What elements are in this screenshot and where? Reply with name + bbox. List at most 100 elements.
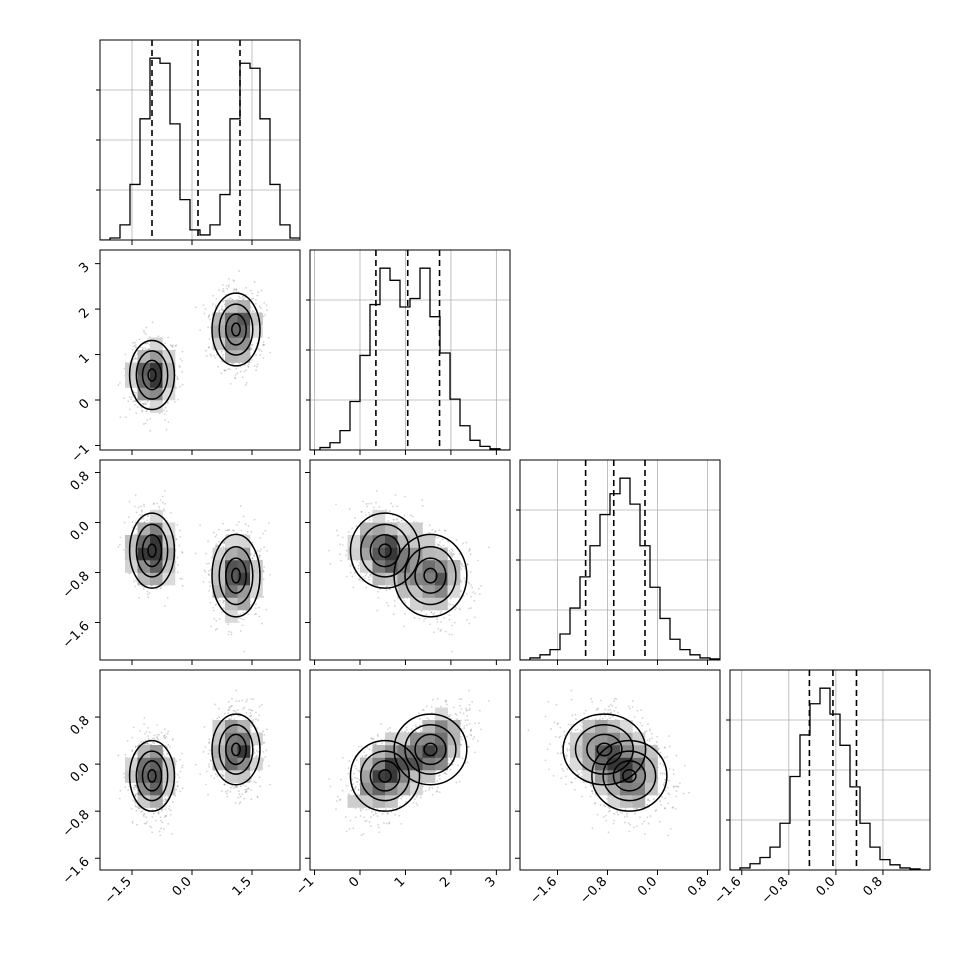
sample-point (258, 606, 260, 609)
sample-point (409, 514, 412, 517)
sample-point (134, 400, 136, 402)
sample-point (440, 545, 442, 548)
sample-point (204, 308, 207, 310)
sample-point (146, 348, 149, 351)
sample-point (400, 519, 403, 522)
sample-point (377, 596, 380, 599)
sample-point (372, 506, 375, 509)
sample-point (250, 530, 253, 533)
sample-point (208, 581, 211, 583)
sample-point (365, 513, 367, 516)
sample-point (230, 631, 233, 634)
sample-point (208, 574, 210, 577)
sample-point (360, 510, 363, 513)
sample-point (357, 567, 360, 570)
sample-point (242, 611, 245, 614)
sample-point (204, 571, 207, 573)
sample-point (238, 295, 240, 298)
sample-point (134, 341, 136, 344)
sample-point (403, 625, 406, 628)
y-tick-label: 3 (76, 260, 92, 276)
histogram-0 (100, 57, 300, 240)
sample-point (262, 357, 265, 360)
sample-point (362, 575, 365, 578)
sample-point (260, 622, 263, 625)
sample-point (135, 579, 137, 582)
sample-point (176, 377, 179, 380)
sample-point (134, 344, 137, 347)
sample-point (225, 284, 228, 287)
sample-point (124, 353, 127, 356)
sample-point (387, 519, 390, 522)
y-tick-label: 0.8 (68, 469, 93, 494)
y-tick-label: 0.0 (68, 519, 93, 544)
sample-point (233, 376, 236, 379)
sample-point (386, 585, 389, 587)
sample-point (140, 505, 142, 508)
sample-point (133, 345, 135, 347)
sample-point (269, 351, 272, 354)
sample-point (403, 495, 406, 498)
sample-point (172, 344, 175, 347)
sample-point (265, 608, 268, 611)
sample-point (246, 530, 249, 533)
sample-point (448, 614, 451, 617)
sample-point (123, 397, 125, 400)
sample-point (214, 357, 217, 359)
sample-point (208, 585, 211, 588)
sample-point (162, 501, 164, 504)
sample-point (208, 346, 211, 349)
sample-point (144, 347, 146, 350)
sample-point (205, 349, 207, 352)
sample-point (328, 549, 330, 552)
sample-point (199, 329, 202, 332)
sample-point (256, 549, 259, 552)
sample-point (229, 382, 232, 385)
sample-point (455, 607, 458, 610)
sample-point (131, 521, 134, 524)
sample-point (146, 400, 149, 403)
sample-point (141, 402, 144, 405)
sample-point (260, 350, 263, 353)
sample-point (460, 568, 463, 571)
sample-point (339, 543, 341, 546)
sample-point (135, 392, 138, 394)
sample-point (262, 343, 265, 346)
sample-point (214, 304, 217, 307)
sample-point (146, 419, 149, 421)
sample-point (176, 376, 179, 378)
density-cell (137, 572, 151, 586)
sample-point (253, 365, 256, 367)
sample-point (145, 410, 148, 413)
sample-point (158, 412, 161, 415)
sample-point (202, 304, 205, 307)
sample-point (250, 289, 252, 292)
density-cell (225, 300, 238, 313)
sample-point (181, 360, 184, 362)
sample-point (159, 499, 162, 502)
sample-point (245, 286, 248, 289)
sample-point (128, 396, 131, 398)
sample-point (203, 569, 206, 572)
sample-point (234, 373, 237, 376)
sample-point (228, 284, 230, 287)
sample-point (146, 515, 149, 518)
sample-point (228, 297, 231, 300)
sample-point (181, 584, 184, 587)
sample-point (146, 409, 148, 412)
sample-point (224, 529, 227, 532)
sample-point (437, 628, 440, 630)
sample-point (147, 596, 149, 598)
sample-point (396, 517, 399, 520)
sample-point (245, 381, 248, 384)
sample-point (207, 326, 209, 329)
sample-point (259, 349, 261, 351)
sample-point (208, 338, 211, 340)
sample-point (202, 580, 205, 583)
sample-point (442, 544, 445, 547)
sample-point (163, 605, 166, 607)
sample-point (250, 348, 253, 350)
sample-point (151, 321, 154, 324)
sample-point (222, 353, 225, 356)
sample-point (179, 577, 182, 580)
